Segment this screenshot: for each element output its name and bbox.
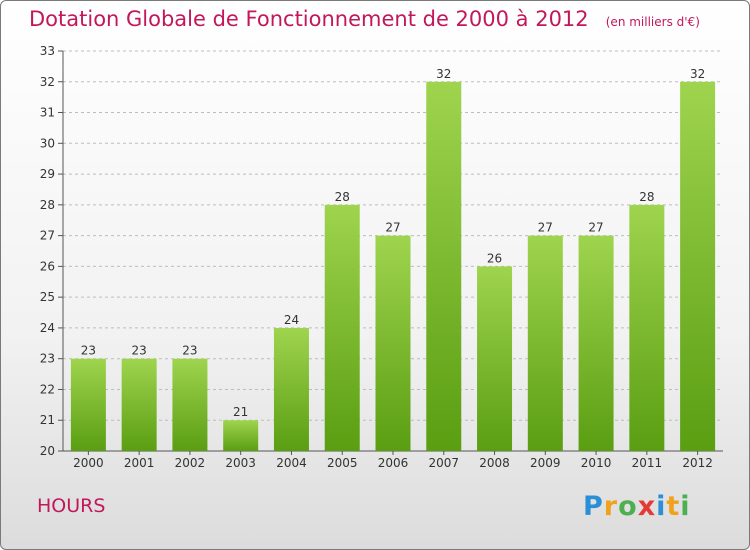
bar (121, 358, 157, 451)
y-tick-label: 32 (40, 75, 55, 89)
x-tick-label: 2011 (632, 456, 663, 470)
data-label: 27 (538, 221, 553, 235)
bar (578, 235, 614, 451)
y-tick-label: 20 (40, 444, 55, 458)
x-tick-label: 2004 (276, 456, 307, 470)
data-label: 27 (385, 221, 400, 235)
logo-letter: i (656, 491, 667, 522)
y-tick-label: 28 (40, 198, 55, 212)
title-row: Dotation Globale de Fonctionnement de 20… (29, 7, 700, 31)
logo-letter: P (583, 491, 604, 522)
x-tick-label: 2005 (327, 456, 358, 470)
bar (172, 358, 208, 451)
y-tick-label: 22 (40, 382, 55, 396)
logo-letter: o (618, 491, 638, 522)
bar (223, 420, 259, 451)
data-label: 23 (132, 344, 147, 358)
data-label: 28 (335, 190, 350, 204)
y-tick-label: 29 (40, 167, 55, 181)
x-tick-label: 2000 (73, 456, 104, 470)
bar (273, 327, 309, 451)
y-tick-label: 30 (40, 136, 55, 150)
logo-letter: t (666, 491, 681, 522)
x-tick-label: 2007 (428, 456, 459, 470)
bar (680, 81, 716, 452)
data-label: 32 (690, 67, 705, 81)
data-label: 27 (588, 221, 603, 235)
data-label: 24 (284, 313, 299, 327)
y-tick-label: 31 (40, 106, 55, 120)
proxiti-logo: Proxiti (583, 491, 691, 522)
y-tick-label: 21 (40, 413, 55, 427)
y-tick-label: 24 (40, 321, 55, 335)
bar (375, 235, 411, 451)
y-tick-label: 33 (40, 44, 55, 58)
x-tick-label: 2006 (378, 456, 409, 470)
bar (70, 358, 106, 451)
data-label: 26 (487, 251, 502, 265)
bar (426, 81, 462, 452)
y-tick-label: 27 (40, 229, 55, 243)
bar (477, 266, 513, 451)
y-tick-label: 25 (40, 290, 55, 304)
x-tick-label: 2009 (530, 456, 561, 470)
x-tick-label: 2002 (175, 456, 206, 470)
y-tick-label: 23 (40, 352, 55, 366)
logo-letter: i (680, 491, 691, 522)
x-tick-label: 2012 (682, 456, 713, 470)
data-label: 28 (639, 190, 654, 204)
chart-title: Dotation Globale de Fonctionnement de 20… (29, 7, 589, 31)
logo-letter: x (637, 491, 657, 522)
x-tick-label: 2010 (581, 456, 612, 470)
bar (629, 204, 665, 451)
bar (527, 235, 563, 451)
data-label: 21 (233, 405, 248, 419)
data-label: 23 (81, 344, 96, 358)
x-tick-label: 2001 (124, 456, 155, 470)
x-tick-label: 2003 (225, 456, 256, 470)
chart-subtitle: (en milliers d'€) (605, 15, 700, 29)
bar (324, 204, 360, 451)
data-label: 32 (436, 67, 451, 81)
commune-name: HOURS (37, 495, 106, 517)
data-label: 23 (182, 344, 197, 358)
y-tick-label: 26 (40, 259, 55, 273)
logo-letter: r (603, 491, 619, 522)
x-tick-label: 2008 (479, 456, 510, 470)
